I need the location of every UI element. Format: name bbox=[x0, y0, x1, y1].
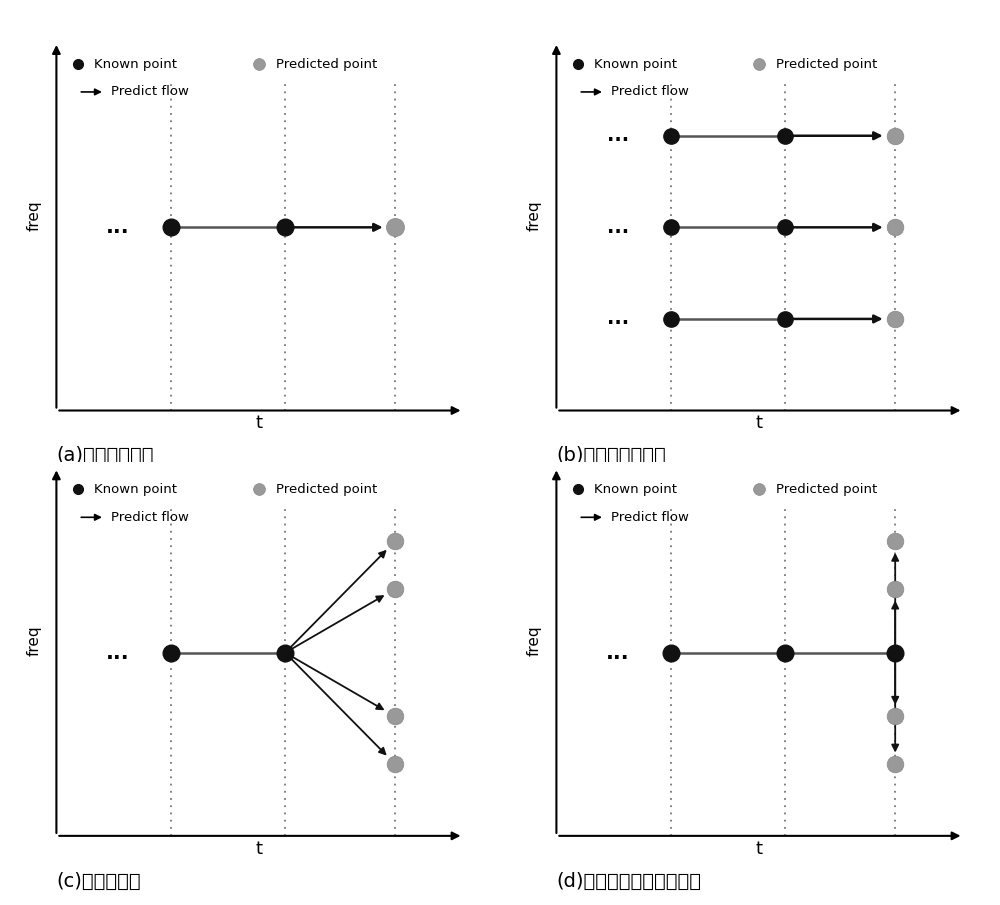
Text: Predicted point: Predicted point bbox=[776, 483, 878, 496]
Text: Predicted point: Predicted point bbox=[776, 58, 878, 71]
Text: ...: ... bbox=[106, 643, 130, 662]
Text: ...: ... bbox=[606, 643, 630, 662]
Text: (b)预测全频段频点: (b)预测全频段频点 bbox=[556, 446, 666, 465]
Text: Known point: Known point bbox=[594, 58, 677, 71]
Text: freq: freq bbox=[27, 200, 42, 231]
Text: t: t bbox=[255, 840, 262, 858]
Text: Predict flow: Predict flow bbox=[611, 85, 689, 99]
Text: (a)预测某一频点: (a)预测某一频点 bbox=[56, 446, 154, 465]
Text: Predict flow: Predict flow bbox=[111, 510, 189, 524]
Text: Predict flow: Predict flow bbox=[111, 85, 189, 99]
Text: freq: freq bbox=[527, 200, 542, 231]
Text: (d)中断频点附近频段预测: (d)中断频点附近频段预测 bbox=[556, 872, 701, 891]
Text: t: t bbox=[755, 414, 762, 433]
Text: Predicted point: Predicted point bbox=[276, 483, 378, 496]
Text: Known point: Known point bbox=[94, 58, 177, 71]
Text: ...: ... bbox=[607, 127, 629, 145]
Text: (c)跨频段预测: (c)跨频段预测 bbox=[56, 872, 141, 891]
Text: Known point: Known point bbox=[594, 483, 677, 496]
Text: ...: ... bbox=[607, 310, 629, 329]
Text: freq: freq bbox=[27, 625, 42, 656]
Text: freq: freq bbox=[527, 625, 542, 656]
Text: t: t bbox=[755, 840, 762, 858]
Text: ...: ... bbox=[607, 218, 629, 237]
Text: ...: ... bbox=[106, 217, 130, 237]
Text: Predict flow: Predict flow bbox=[611, 510, 689, 524]
Text: Known point: Known point bbox=[94, 483, 177, 496]
Text: Predicted point: Predicted point bbox=[276, 58, 378, 71]
Text: t: t bbox=[255, 414, 262, 433]
